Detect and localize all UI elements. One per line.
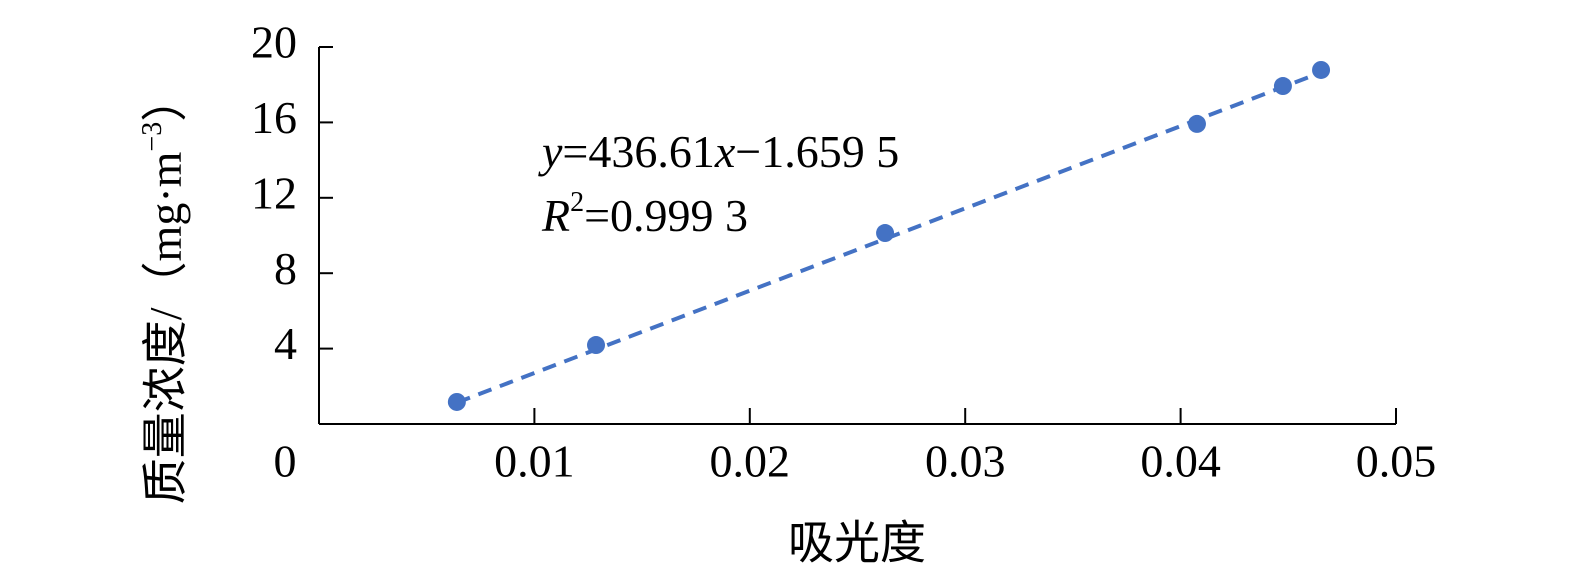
x-tick-label: 0 <box>274 436 297 487</box>
y-tick-label: 4 <box>274 318 297 369</box>
point <box>876 224 895 243</box>
x-tick-label: 0.05 <box>1356 436 1437 487</box>
annotation: R2=0.999 3 <box>541 187 748 241</box>
x-tick-label: 0.03 <box>925 436 1006 487</box>
text-run: −1.659 5 <box>735 126 899 177</box>
point <box>1187 114 1206 133</box>
text-run: y <box>538 126 563 177</box>
text-run: 2 <box>570 187 584 218</box>
text-run: ） <box>140 76 191 122</box>
y-tick-label: 8 <box>274 243 297 294</box>
y-axis-label: 质量浓度/（mg·m−3） <box>137 76 191 504</box>
y-tick-label: 20 <box>251 17 297 68</box>
text-run: R <box>541 190 570 241</box>
point <box>447 392 466 411</box>
y-tick-label: 16 <box>251 92 297 143</box>
text-run: x <box>714 126 736 177</box>
text-run: =0.999 3 <box>584 190 748 241</box>
annotation: y=436.61x−1.659 5 <box>538 126 899 177</box>
point <box>1312 60 1331 79</box>
x-tick-label: 0.02 <box>710 436 791 487</box>
text-run: −3 <box>137 122 168 152</box>
x-axis-label: 吸光度 <box>788 518 926 569</box>
x-tick-label: 0.01 <box>494 436 575 487</box>
point <box>1273 77 1292 96</box>
point <box>587 336 606 355</box>
text-run: =436.61 <box>562 126 714 177</box>
text-run: 质量浓度/（mg·m <box>140 151 191 504</box>
y-tick-label: 12 <box>251 167 297 218</box>
x-tick-label: 0.04 <box>1140 436 1221 487</box>
